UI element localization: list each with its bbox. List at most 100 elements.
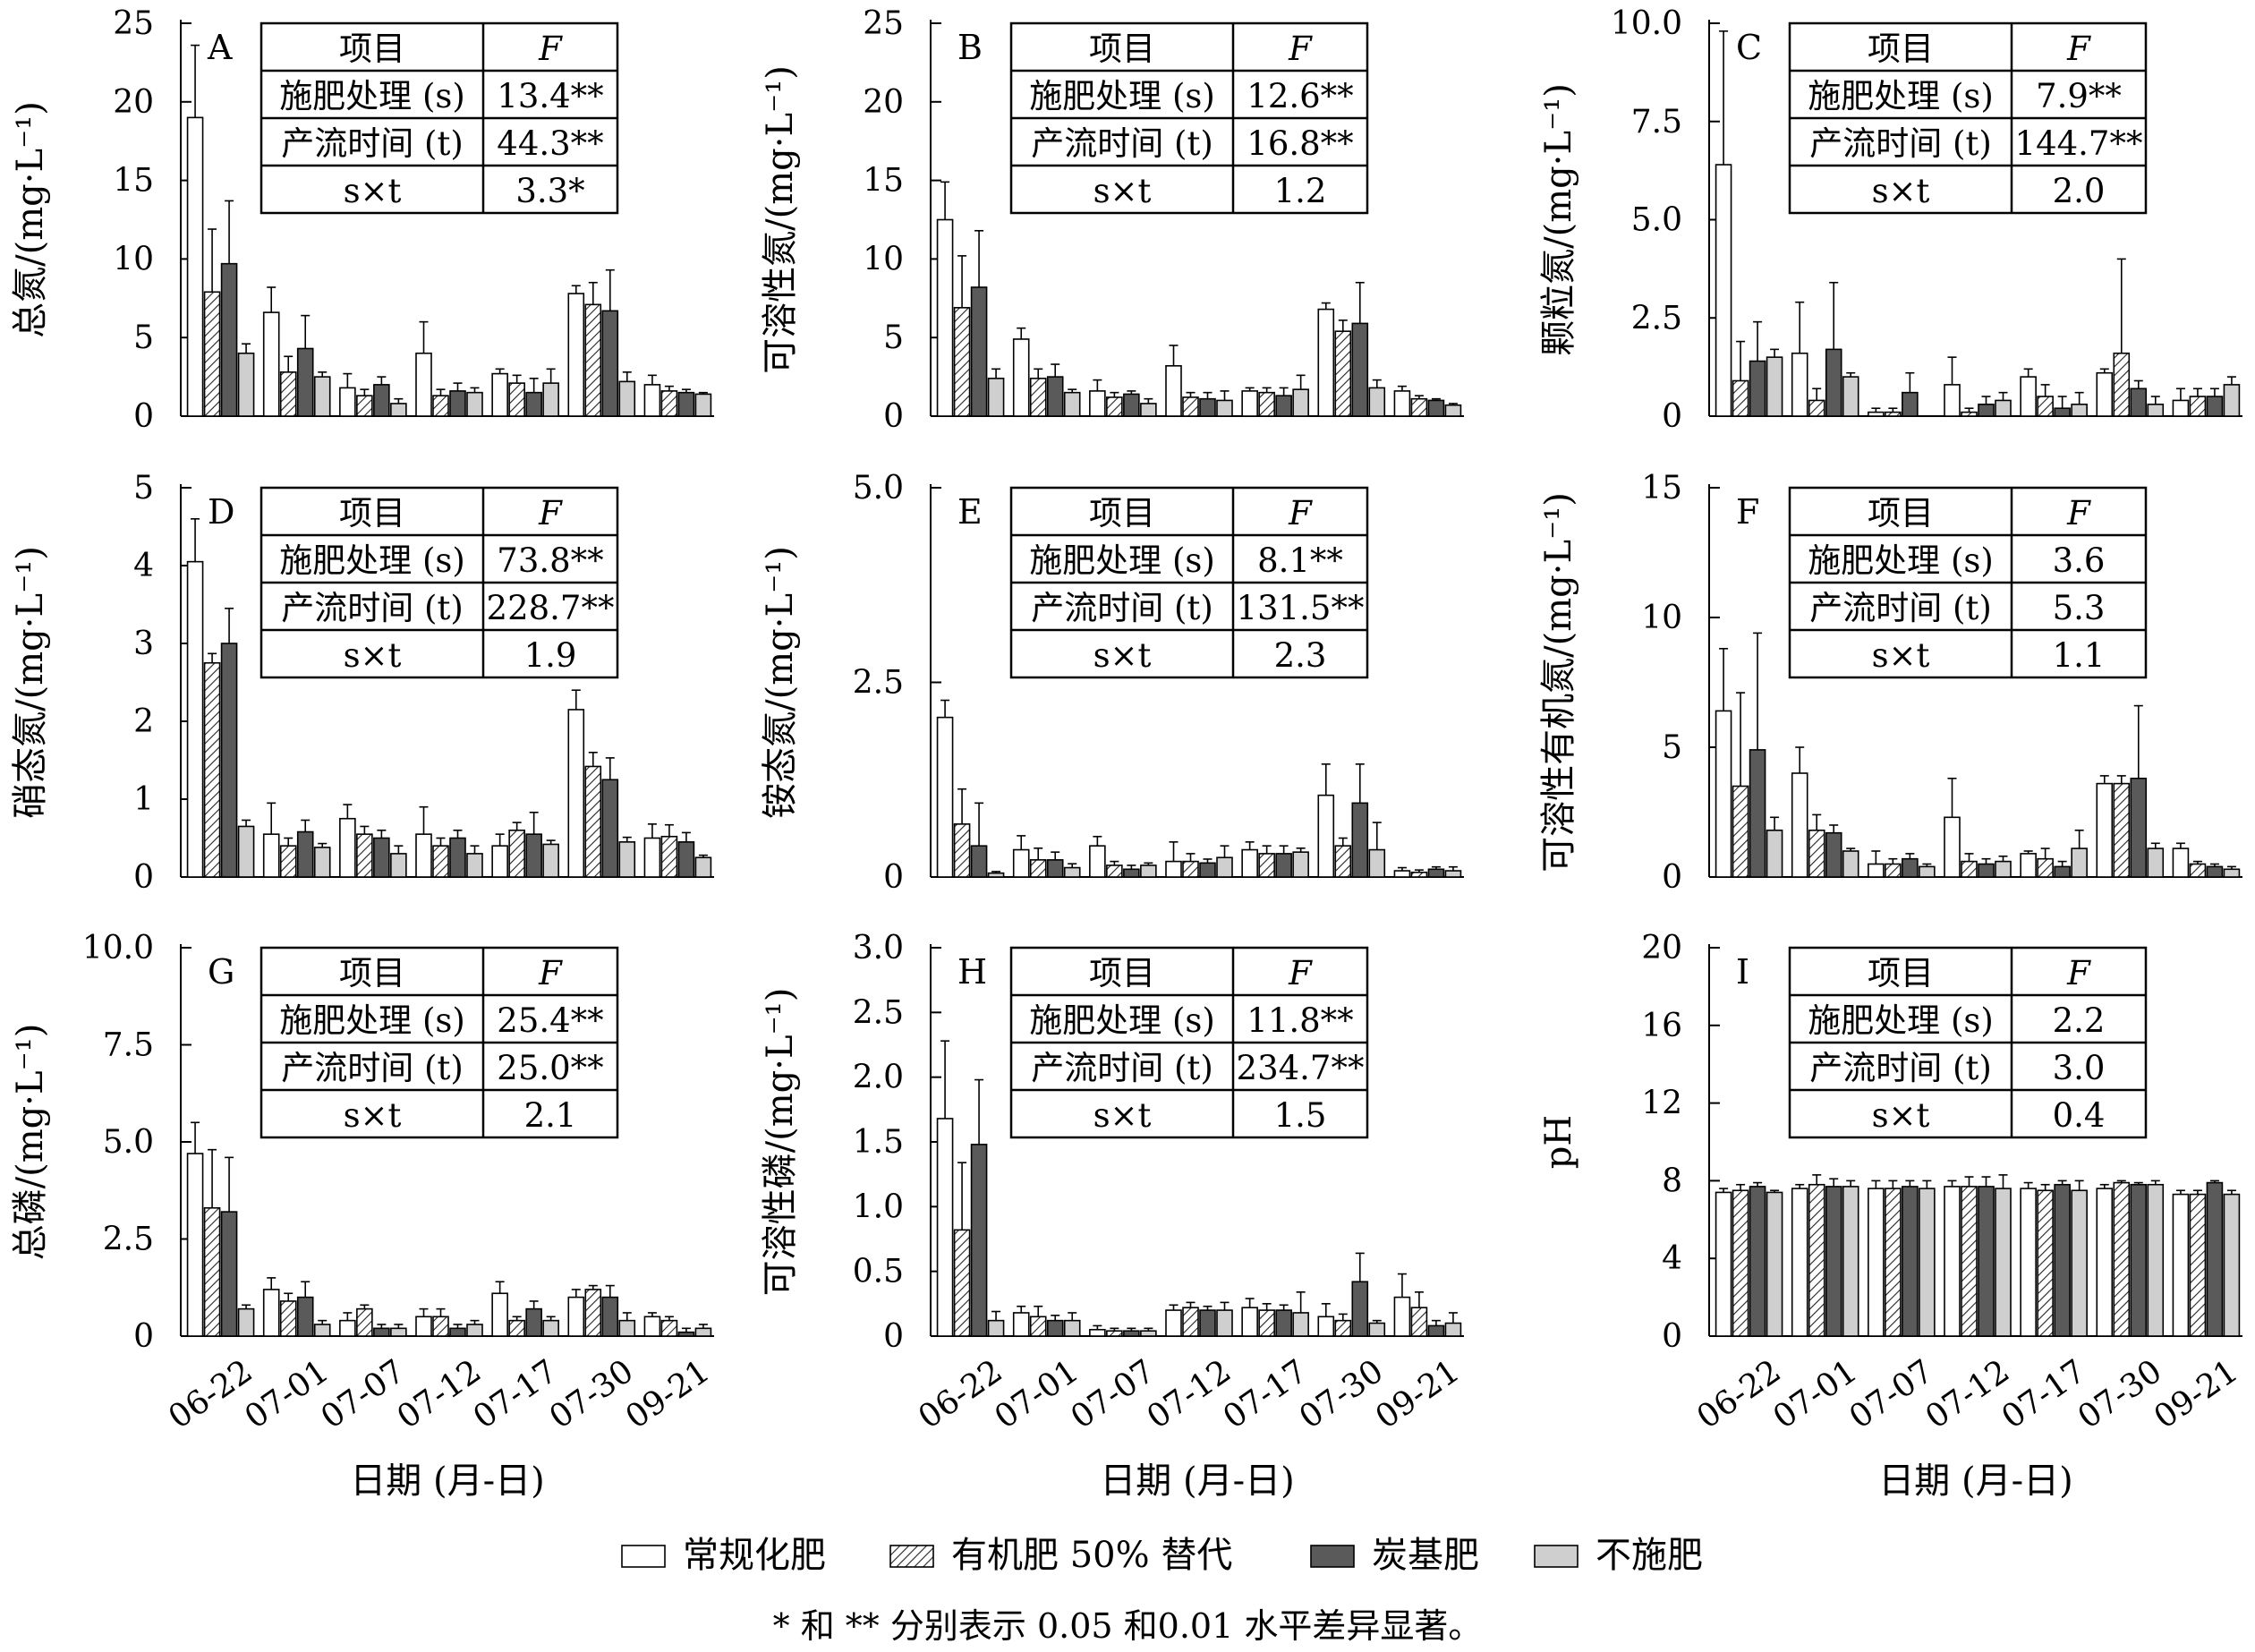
y-tick-label: 3	[133, 626, 154, 662]
panel-letter: B	[957, 28, 983, 67]
bar	[203, 661, 221, 878]
bar	[2096, 1188, 2114, 1337]
legend-label: 常规化肥	[683, 1535, 826, 1576]
bar	[491, 1292, 508, 1337]
legend-swatch	[889, 1545, 934, 1568]
y-axis-label: 可溶性磷/(mg·L⁻¹)	[760, 988, 801, 1297]
bar	[2020, 376, 2037, 417]
bar	[987, 1319, 1005, 1337]
bar	[1012, 1312, 1030, 1337]
bar	[1317, 794, 1335, 878]
bar	[1444, 404, 1462, 417]
panel-letter: H	[957, 952, 987, 992]
bar	[1825, 1186, 1842, 1337]
x-tick-label: 07-01	[1766, 1353, 1864, 1436]
bar	[1258, 1309, 1275, 1337]
bar	[296, 830, 314, 878]
bar	[1063, 866, 1081, 878]
bar	[2147, 1183, 2165, 1337]
bar	[987, 872, 1005, 878]
y-axis-label: 总氮/(mg·L⁻¹)	[10, 101, 51, 338]
bar	[1766, 829, 1783, 878]
bar	[1106, 1330, 1123, 1337]
bar	[1944, 816, 1961, 878]
bar	[542, 843, 559, 878]
table-f-value: 2.3	[1274, 636, 1327, 675]
table-f-value: 2.0	[2053, 172, 2106, 210]
bar	[1165, 860, 1182, 878]
anova-table: 项目 F 施肥处理 (s) 12.6** 产流时间 (t) 16.8** s×t 1.2	[1009, 21, 1369, 215]
bar	[1123, 868, 1140, 878]
bar	[660, 835, 678, 878]
y-tick-label: 2	[133, 703, 154, 740]
bar	[1885, 1188, 1902, 1337]
bar	[987, 378, 1005, 417]
table-f-value: 234.7**	[1237, 1049, 1365, 1087]
y-tick-label: 0	[133, 398, 154, 435]
table-f-value: 1.1	[2053, 636, 2106, 675]
bar	[1749, 749, 1766, 878]
bar	[601, 779, 619, 878]
table-row-label: 施肥处理 (s)	[1029, 541, 1215, 580]
table-row-label: 施肥处理 (s)	[279, 541, 465, 580]
bar	[1791, 772, 1808, 878]
significance-note: * 和 ** 分别表示 0.05 和0.01 水平差异显著。	[773, 1606, 1483, 1646]
table-row-label: s×t	[344, 172, 402, 210]
table-row-label: s×t	[1093, 1096, 1152, 1135]
bar	[1766, 356, 1783, 417]
legend-swatch	[1534, 1545, 1578, 1568]
bar	[1089, 845, 1106, 878]
bar	[953, 823, 971, 878]
bar	[1317, 1316, 1335, 1337]
y-tick-label: 2.5	[103, 1222, 154, 1258]
y-tick-label: 4	[133, 548, 154, 584]
bar	[2189, 1193, 2207, 1337]
y-tick-label: 10	[113, 241, 154, 277]
table-header-item: 项目	[1089, 954, 1155, 992]
bar	[694, 1327, 712, 1337]
table-header-f: F	[2066, 954, 2091, 992]
bar	[2223, 384, 2241, 417]
bar	[936, 218, 954, 417]
bar	[677, 391, 695, 417]
bar	[1715, 1191, 1732, 1337]
bar	[373, 837, 390, 878]
panel-letter: F	[1736, 492, 1759, 532]
bar	[2037, 857, 2054, 878]
y-tick-label: 5	[883, 319, 904, 356]
y-tick-label: 10.0	[82, 930, 154, 967]
y-tick-label: 2.5	[853, 994, 904, 1031]
table-f-value: 2.2	[2053, 1001, 2106, 1040]
bar	[1842, 850, 1859, 878]
bar	[339, 387, 356, 417]
bar	[1393, 870, 1411, 878]
bar	[186, 560, 204, 878]
table-row-label: s×t	[1093, 636, 1152, 675]
panel-H: 00.51.01.52.02.53.0可溶性磷/(mg·L⁻¹)H06-2207…	[760, 930, 1467, 1502]
y-tick-label: 1	[133, 781, 154, 818]
bar	[2096, 371, 2114, 417]
panel-F: 0 5 10 15 可溶性有机氮/(mg·L⁻¹) F 项目 F 施肥处理 (s) 3.6 产流时间…	[1538, 470, 2242, 896]
bar	[2172, 1193, 2190, 1337]
x-tick-label: 07-07	[314, 1353, 412, 1436]
bar	[1216, 856, 1233, 878]
bar	[296, 1296, 314, 1337]
table-row-label: 施肥处理 (s)	[1808, 77, 1994, 115]
bar	[1216, 1309, 1233, 1337]
bar	[1182, 1307, 1199, 1337]
y-tick-label: 25	[863, 5, 904, 42]
bar	[237, 825, 255, 878]
y-tick-label: 1.5	[853, 1124, 904, 1161]
bar	[542, 382, 559, 417]
y-tick-label: 8	[1662, 1162, 1682, 1199]
bar	[1334, 330, 1352, 417]
bar	[1317, 308, 1335, 417]
bar	[2096, 782, 2114, 878]
table-f-value: 5.3	[2053, 589, 2106, 627]
table-f-value: 0.4	[2053, 1096, 2106, 1135]
bar	[1427, 399, 1445, 417]
y-tick-label: 15	[113, 163, 154, 200]
table-row-label: 施肥处理 (s)	[1808, 541, 1994, 580]
table-f-value: 13.4**	[497, 77, 603, 115]
bar	[1715, 164, 1732, 417]
